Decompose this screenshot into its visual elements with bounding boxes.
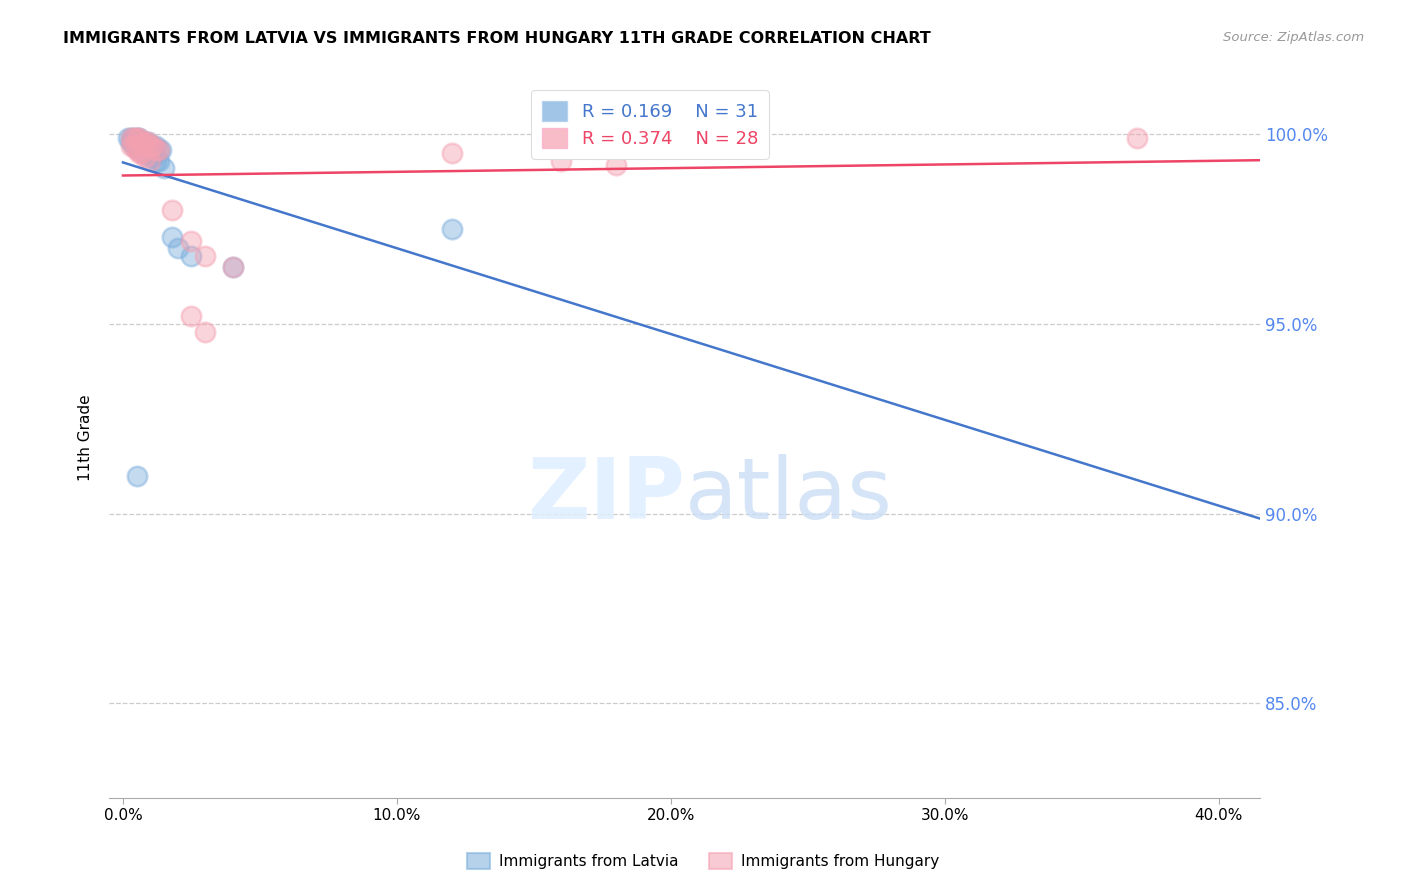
Point xyxy=(139,150,162,164)
Point xyxy=(139,153,162,168)
Point xyxy=(145,138,167,153)
Point xyxy=(120,131,142,145)
Point xyxy=(136,135,159,149)
Point xyxy=(180,249,202,263)
Point xyxy=(128,131,150,145)
Point xyxy=(136,146,159,161)
Point xyxy=(122,131,145,145)
Point xyxy=(440,222,463,236)
Point xyxy=(131,135,153,149)
Point xyxy=(194,249,217,263)
Point xyxy=(128,143,150,157)
Y-axis label: 11th Grade: 11th Grade xyxy=(79,394,93,481)
Point xyxy=(134,135,156,149)
Point xyxy=(120,138,142,153)
Point xyxy=(145,143,167,157)
Point xyxy=(139,138,162,153)
Text: IMMIGRANTS FROM LATVIA VS IMMIGRANTS FROM HUNGARY 11TH GRADE CORRELATION CHART: IMMIGRANTS FROM LATVIA VS IMMIGRANTS FRO… xyxy=(63,31,931,46)
Point xyxy=(148,153,170,168)
Point xyxy=(125,131,148,145)
Point xyxy=(142,138,165,153)
Point xyxy=(134,146,156,161)
Point xyxy=(120,131,142,145)
Text: Source: ZipAtlas.com: Source: ZipAtlas.com xyxy=(1223,31,1364,45)
Point xyxy=(128,146,150,161)
Point xyxy=(122,138,145,153)
Point xyxy=(131,135,153,149)
Point xyxy=(153,161,176,176)
Point xyxy=(148,143,170,157)
Point xyxy=(131,146,153,161)
Point xyxy=(125,138,148,153)
Point xyxy=(162,203,184,218)
Point xyxy=(162,229,184,244)
Legend: R = 0.169    N = 31, R = 0.374    N = 28: R = 0.169 N = 31, R = 0.374 N = 28 xyxy=(531,90,769,159)
Point xyxy=(125,143,148,157)
Point xyxy=(134,150,156,164)
Point xyxy=(1125,131,1147,145)
Point xyxy=(145,153,167,168)
Point xyxy=(605,158,627,172)
Text: atlas: atlas xyxy=(685,454,893,537)
Point xyxy=(550,153,572,168)
Point xyxy=(180,234,202,248)
Point xyxy=(122,138,145,153)
Legend: Immigrants from Latvia, Immigrants from Hungary: Immigrants from Latvia, Immigrants from … xyxy=(461,847,945,875)
Text: ZIP: ZIP xyxy=(527,454,685,537)
Point xyxy=(122,131,145,145)
Point xyxy=(131,143,153,157)
Point xyxy=(120,135,142,149)
Point xyxy=(125,131,148,145)
Point xyxy=(194,325,217,339)
Point xyxy=(117,131,139,145)
Point xyxy=(221,260,243,274)
Point xyxy=(150,143,173,157)
Point xyxy=(180,310,202,324)
Point xyxy=(139,138,162,153)
Point xyxy=(148,143,170,157)
Point xyxy=(125,468,148,483)
Point xyxy=(134,135,156,149)
Point xyxy=(166,241,188,255)
Point xyxy=(142,138,165,153)
Point xyxy=(142,150,165,164)
Point xyxy=(440,146,463,161)
Point xyxy=(128,131,150,145)
Point xyxy=(136,135,159,149)
Point xyxy=(221,260,243,274)
